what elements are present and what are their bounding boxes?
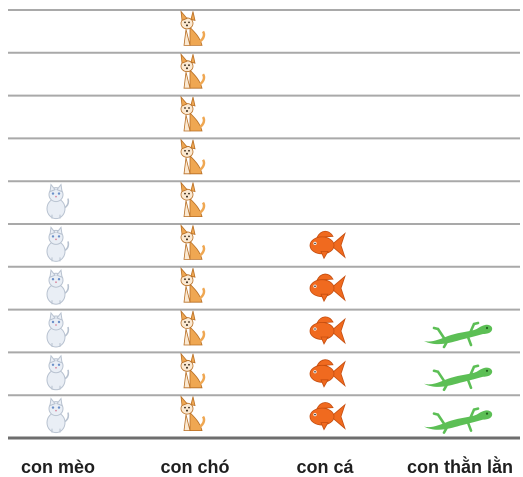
cat-icon — [46, 397, 70, 434]
category-label-cat: con mèo — [21, 457, 95, 477]
grid-lines — [8, 9, 520, 397]
dog-icon — [180, 52, 206, 89]
dog-icon — [180, 309, 206, 346]
dog-icon — [180, 395, 206, 432]
lizard-icon — [424, 364, 493, 392]
category-label-lizard: con thằn lằn — [407, 456, 513, 477]
category-label-fish: con cá — [296, 457, 354, 477]
fish-icon — [309, 402, 346, 431]
fish-icon — [309, 230, 346, 260]
fish-icon — [309, 316, 346, 345]
cat-icon — [46, 311, 70, 348]
dog-icon — [180, 138, 206, 175]
fish-icon — [309, 273, 346, 303]
dog-icon — [180, 181, 206, 218]
cat-icon — [46, 183, 70, 220]
cat-icon — [46, 268, 70, 305]
lizard-icon — [424, 321, 493, 349]
fish-icon — [309, 359, 346, 388]
dog-icon — [180, 10, 206, 46]
pictograph-icons — [46, 10, 493, 434]
dog-icon — [180, 95, 206, 132]
lizard-icon — [424, 407, 493, 434]
dog-icon — [180, 224, 206, 260]
dog-icon — [180, 266, 206, 303]
category-label-dog: con chó — [160, 457, 229, 477]
cat-icon — [46, 226, 70, 262]
cat-icon — [46, 354, 70, 391]
dog-icon — [180, 352, 206, 389]
category-labels: con mèo con chó con cá con thằn lằn — [21, 456, 513, 477]
